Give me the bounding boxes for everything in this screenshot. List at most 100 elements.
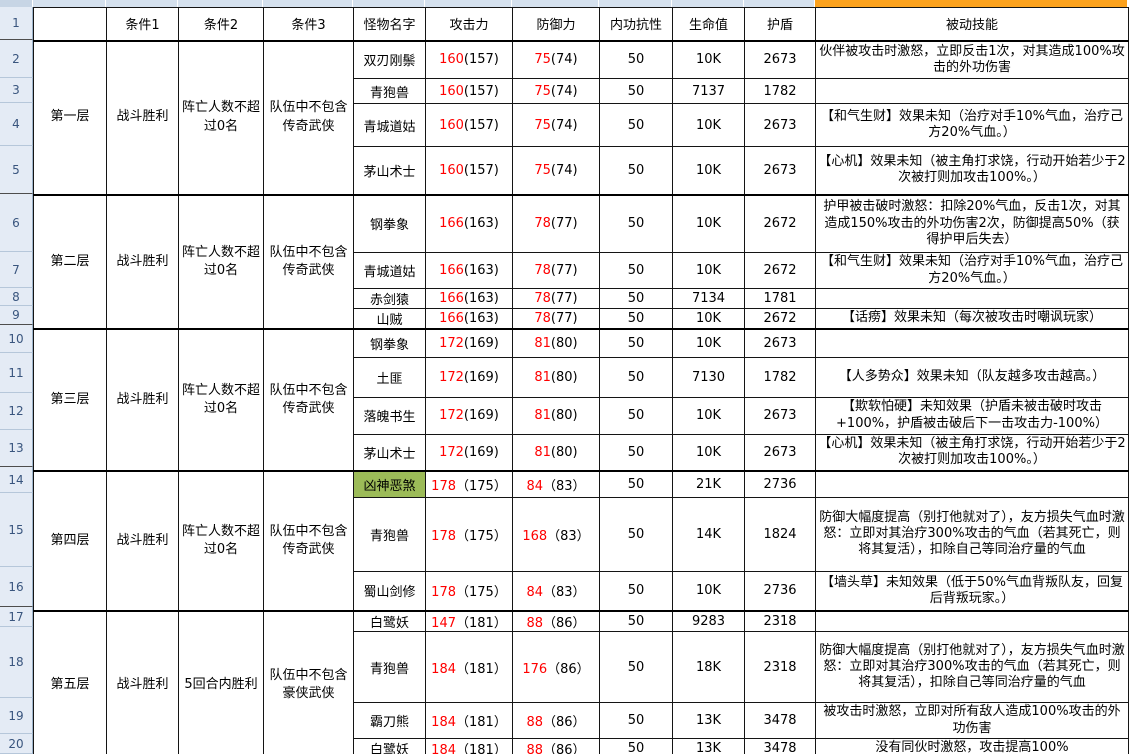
resist-cell[interactable]: 50 (599, 356, 673, 398)
condition3-cell[interactable]: 队伍中不包含传奇武侠 (263, 193, 354, 330)
condition3-cell[interactable]: 队伍中不包含传奇武侠 (263, 328, 354, 472)
shield-cell[interactable]: 2672 (744, 308, 816, 330)
defense-cell[interactable]: 81(80) (512, 356, 600, 398)
select-all-corner[interactable] (0, 0, 33, 7)
monster-name-cell[interactable]: 霸刀熊 (353, 702, 426, 739)
row-number[interactable]: 18 (0, 627, 33, 698)
attack-cell[interactable]: 184（181） (425, 631, 513, 703)
monster-name-cell[interactable]: 茅山术士 (353, 433, 426, 472)
row-number[interactable]: 8 (0, 288, 33, 306)
row-number[interactable]: 2 (0, 40, 33, 78)
attack-cell[interactable]: 166(163) (425, 308, 513, 330)
condition1-cell[interactable]: 战斗胜利 (106, 39, 179, 195)
resist-cell[interactable]: 50 (599, 328, 673, 358)
defense-cell[interactable]: 81(80) (512, 328, 600, 358)
resist-cell[interactable]: 50 (599, 702, 673, 739)
passive-skill-cell[interactable]: 【心机】效果未知（被主角打求饶，行动开始若少于2次被打则加攻击100%。） (815, 433, 1129, 472)
hp-cell[interactable]: 18K (672, 631, 745, 703)
passive-skill-cell[interactable]: 【和气生财】效果未知（治疗对手10%气血，治疗己方20%气血。） (815, 103, 1129, 147)
row-number[interactable]: 6 (0, 194, 33, 252)
header-cell-floor[interactable] (33, 7, 107, 41)
resist-cell[interactable]: 50 (599, 252, 673, 289)
hp-cell[interactable]: 10K (672, 193, 745, 253)
header-cell-internal-resist[interactable]: 内功抗性 (599, 7, 673, 41)
hp-cell[interactable]: 10K (672, 433, 745, 472)
hp-cell[interactable]: 10K (672, 103, 745, 147)
attack-cell[interactable]: 160(157) (425, 146, 513, 195)
column-header-segment[interactable] (1128, 0, 1133, 7)
attack-cell[interactable]: 178（175） (425, 570, 513, 612)
row-number[interactable]: 20 (0, 734, 33, 754)
monster-name-cell[interactable]: 赤剑猿 (353, 288, 426, 309)
monster-name-cell[interactable]: 青狍兽 (353, 496, 426, 572)
row-number[interactable]: 1 (0, 7, 33, 40)
condition2-cell[interactable]: 阵亡人数不超过0名 (178, 193, 264, 330)
column-header-segment[interactable] (599, 0, 672, 7)
condition1-cell[interactable]: 战斗胜利 (106, 328, 179, 472)
column-header-segment[interactable] (353, 0, 425, 7)
header-cell-hp[interactable]: 生命值 (672, 7, 745, 41)
hp-cell[interactable]: 13K (672, 702, 745, 739)
monster-name-cell[interactable]: 白鹭妖 (353, 610, 426, 632)
condition2-cell[interactable]: 阵亡人数不超过0名 (178, 470, 264, 612)
passive-skill-cell[interactable] (815, 470, 1129, 498)
monster-name-cell[interactable]: 落魄书生 (353, 396, 426, 435)
shield-cell[interactable]: 3478 (744, 702, 816, 739)
defense-cell[interactable]: 75(74) (512, 103, 600, 147)
shield-cell[interactable]: 2673 (744, 103, 816, 147)
floor-cell[interactable]: 第四层 (33, 470, 107, 612)
attack-cell[interactable]: 184（181） (425, 738, 513, 754)
monster-name-cell[interactable]: 蜀山剑修 (353, 570, 426, 612)
defense-cell[interactable]: 88（86） (512, 738, 600, 754)
attack-cell[interactable]: 160(157) (425, 103, 513, 147)
attack-cell[interactable]: 172(169) (425, 356, 513, 398)
hp-cell[interactable]: 7137 (672, 78, 745, 104)
row-number[interactable]: 16 (0, 567, 33, 607)
monster-name-cell[interactable]: 钢拳象 (353, 193, 426, 253)
row-number[interactable]: 13 (0, 430, 33, 467)
shield-cell[interactable]: 3478 (744, 738, 816, 754)
resist-cell[interactable]: 50 (599, 433, 673, 472)
header-cell-condition2[interactable]: 条件2 (178, 7, 264, 41)
resist-cell[interactable]: 50 (599, 78, 673, 104)
selected-column-header[interactable] (815, 0, 1128, 7)
hp-cell[interactable]: 10K (672, 396, 745, 435)
hp-cell[interactable]: 10K (672, 39, 745, 79)
column-header-segment[interactable] (512, 0, 599, 7)
shield-cell[interactable]: 2672 (744, 252, 816, 289)
passive-skill-cell[interactable]: 防御大幅度提高（别打他就对了），友方损失气血时激怒：立即对其治疗300%攻击的气… (815, 496, 1129, 572)
shield-cell[interactable]: 1782 (744, 78, 816, 104)
hp-cell[interactable]: 7130 (672, 356, 745, 398)
hp-cell[interactable]: 10K (672, 570, 745, 612)
row-number[interactable]: 10 (0, 325, 33, 353)
resist-cell[interactable]: 50 (599, 39, 673, 79)
resist-cell[interactable]: 50 (599, 610, 673, 632)
defense-cell[interactable]: 75(74) (512, 146, 600, 195)
defense-cell[interactable]: 81(80) (512, 396, 600, 435)
attack-cell[interactable]: 172(169) (425, 433, 513, 472)
attack-cell[interactable]: 178（175） (425, 496, 513, 572)
shield-cell[interactable]: 2318 (744, 610, 816, 632)
column-header-segment[interactable] (744, 0, 815, 7)
row-number[interactable]: 3 (0, 78, 33, 103)
resist-cell[interactable]: 50 (599, 193, 673, 253)
passive-skill-cell[interactable]: 【话痨】效果未知（每次被攻击时嘲讽玩家） (815, 308, 1129, 330)
row-number[interactable]: 9 (0, 306, 33, 325)
resist-cell[interactable]: 50 (599, 146, 673, 195)
attack-cell[interactable]: 166(163) (425, 252, 513, 289)
passive-skill-cell[interactable]: 【和气生财】效果未知（治疗对手10%气血，治疗己方20%气血。） (815, 252, 1129, 289)
passive-skill-cell[interactable]: 【人多势众】效果未知（队友越多攻击越高。） (815, 356, 1129, 398)
header-cell-condition1[interactable]: 条件1 (106, 7, 179, 41)
condition3-cell[interactable]: 队伍中不包含豪侠武侠 (263, 610, 354, 754)
defense-cell[interactable]: 84（83） (512, 470, 600, 498)
condition3-cell[interactable]: 队伍中不包含传奇武侠 (263, 470, 354, 612)
floor-cell[interactable]: 第三层 (33, 328, 107, 472)
passive-skill-cell[interactable] (815, 288, 1129, 309)
hp-cell[interactable]: 21K (672, 470, 745, 498)
shield-cell[interactable]: 1824 (744, 496, 816, 572)
defense-cell[interactable]: 78(77) (512, 308, 600, 330)
shield-cell[interactable]: 2673 (744, 328, 816, 358)
hp-cell[interactable]: 10K (672, 308, 745, 330)
resist-cell[interactable]: 50 (599, 570, 673, 612)
attack-cell[interactable]: 172(169) (425, 328, 513, 358)
